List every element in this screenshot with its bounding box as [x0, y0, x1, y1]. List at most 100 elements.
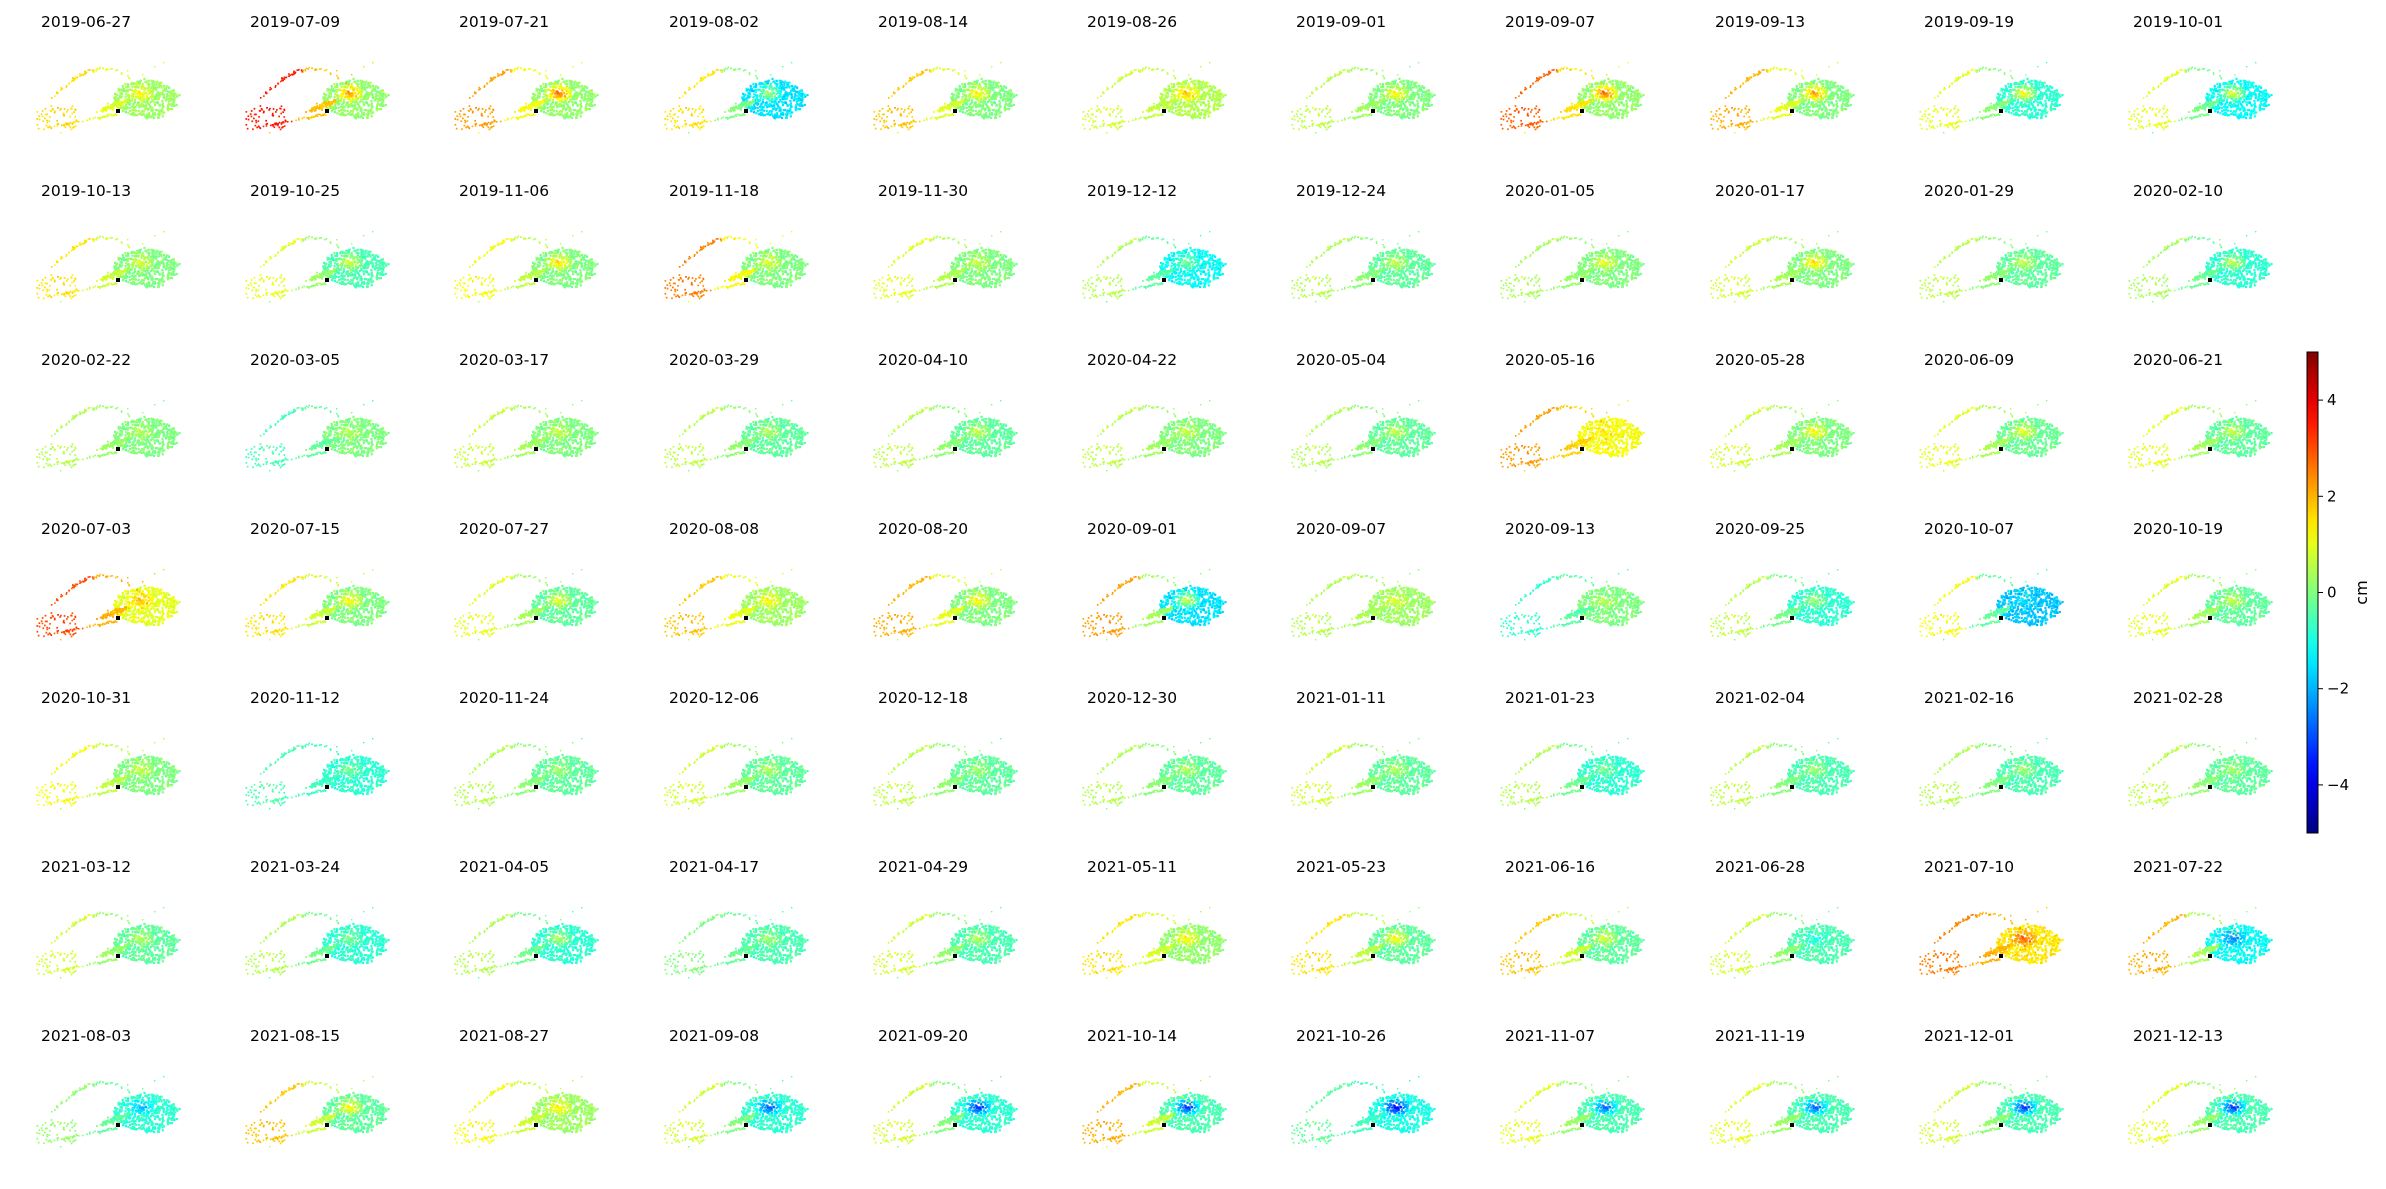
- displacement-point: [1214, 94, 1217, 97]
- displacement-point: [1416, 107, 1419, 110]
- displacement-point: [1430, 93, 1433, 96]
- displacement-point: [1130, 70, 1132, 73]
- displacement-point: [981, 88, 984, 91]
- displacement-point: [134, 88, 137, 91]
- displacement-point: [68, 83, 70, 85]
- displacement-point: [337, 103, 340, 106]
- displacement-point: [565, 79, 568, 82]
- displacement-point: [955, 96, 958, 99]
- displacement-point: [735, 106, 737, 108]
- displacement-point: [509, 69, 512, 71]
- displacement-point: [353, 101, 356, 104]
- displacement-point: [371, 105, 374, 108]
- displacement-point: [558, 113, 561, 116]
- displacement-point: [1207, 91, 1210, 94]
- displacement-point: [884, 126, 886, 129]
- displacement-point: [313, 108, 316, 111]
- displacement-point: [517, 66, 519, 69]
- displacement-point: [162, 105, 165, 108]
- displacement-point: [316, 106, 318, 108]
- displacement-point: [490, 122, 493, 124]
- displacement-point: [158, 84, 161, 87]
- displacement-point: [517, 109, 520, 112]
- displacement-point: [761, 101, 765, 104]
- displacement-point: [170, 97, 174, 100]
- displacement-point: [746, 104, 749, 106]
- displacement-point: [40, 113, 43, 115]
- displacement-point: [988, 114, 991, 118]
- displacement-point: [747, 101, 750, 104]
- displacement-point: [555, 109, 558, 112]
- displacement-point: [1400, 98, 1403, 101]
- displacement-point: [533, 114, 536, 116]
- displacement-point: [160, 110, 163, 113]
- displacement-point: [297, 117, 300, 120]
- displacement-point: [149, 87, 153, 90]
- displacement-point: [567, 116, 570, 119]
- displacement-point: [352, 77, 355, 80]
- displacement-point: [282, 79, 284, 81]
- displacement-point: [486, 83, 488, 85]
- displacement-point: [1393, 97, 1396, 100]
- displacement-point: [327, 102, 330, 105]
- displacement-point: [329, 73, 332, 76]
- displacement-point: [114, 101, 117, 104]
- displacement-point: [551, 113, 554, 116]
- displacement-point: [986, 104, 989, 107]
- displacement-point: [140, 96, 143, 99]
- displacement-point: [1371, 93, 1374, 96]
- displacement-point: [890, 125, 893, 128]
- displacement-point: [114, 113, 117, 115]
- displacement-point: [1186, 86, 1189, 88]
- displacement-scatter: [36, 62, 181, 134]
- displacement-point: [1396, 110, 1399, 113]
- displacement-point: [1009, 98, 1012, 101]
- displacement-point: [775, 97, 778, 100]
- displacement-point: [497, 75, 500, 77]
- displacement-point: [1358, 108, 1361, 111]
- displacement-point: [138, 103, 142, 106]
- displacement-point: [684, 91, 686, 93]
- displacement-point: [1415, 86, 1418, 89]
- displacement-point: [356, 85, 360, 88]
- displacement-point: [708, 74, 710, 76]
- displacement-point: [585, 100, 588, 103]
- displacement-point: [63, 114, 66, 117]
- displacement-point: [1197, 106, 1200, 109]
- displacement-point: [1402, 92, 1405, 95]
- displacement-point: [468, 127, 470, 129]
- displacement-point: [1373, 107, 1376, 110]
- displacement-point: [921, 70, 923, 73]
- displacement-point: [305, 67, 308, 70]
- displacement-point: [126, 98, 130, 101]
- displacement-point: [550, 89, 553, 92]
- displacement-point: [1202, 80, 1205, 83]
- displacement-point: [344, 82, 347, 86]
- displacement-point: [781, 80, 784, 83]
- displacement-point: [138, 97, 141, 100]
- displacement-point: [338, 88, 341, 92]
- displacement-point: [572, 94, 575, 97]
- displacement-point: [490, 79, 492, 81]
- displacement-point: [729, 110, 732, 113]
- displacement-point: [966, 88, 969, 92]
- displacement-point: [979, 112, 982, 115]
- displacement-point: [335, 98, 339, 101]
- displacement-point: [766, 93, 769, 96]
- displacement-point: [1217, 89, 1220, 93]
- displacement-point: [993, 80, 996, 83]
- displacement-point: [1184, 103, 1188, 106]
- displacement-point: [975, 82, 978, 85]
- displacement-point: [356, 79, 359, 82]
- displacement-point: [1010, 104, 1013, 107]
- displacement-point: [751, 100, 754, 103]
- displacement-point: [1184, 84, 1187, 86]
- displacement-point: [320, 104, 323, 107]
- displacement-point: [753, 93, 756, 96]
- displacement-point: [1213, 91, 1216, 94]
- displacement-point: [327, 104, 330, 106]
- displacement-point: [976, 111, 979, 114]
- displacement-point: [66, 122, 69, 124]
- displacement-point: [346, 109, 349, 112]
- displacement-point: [538, 72, 541, 74]
